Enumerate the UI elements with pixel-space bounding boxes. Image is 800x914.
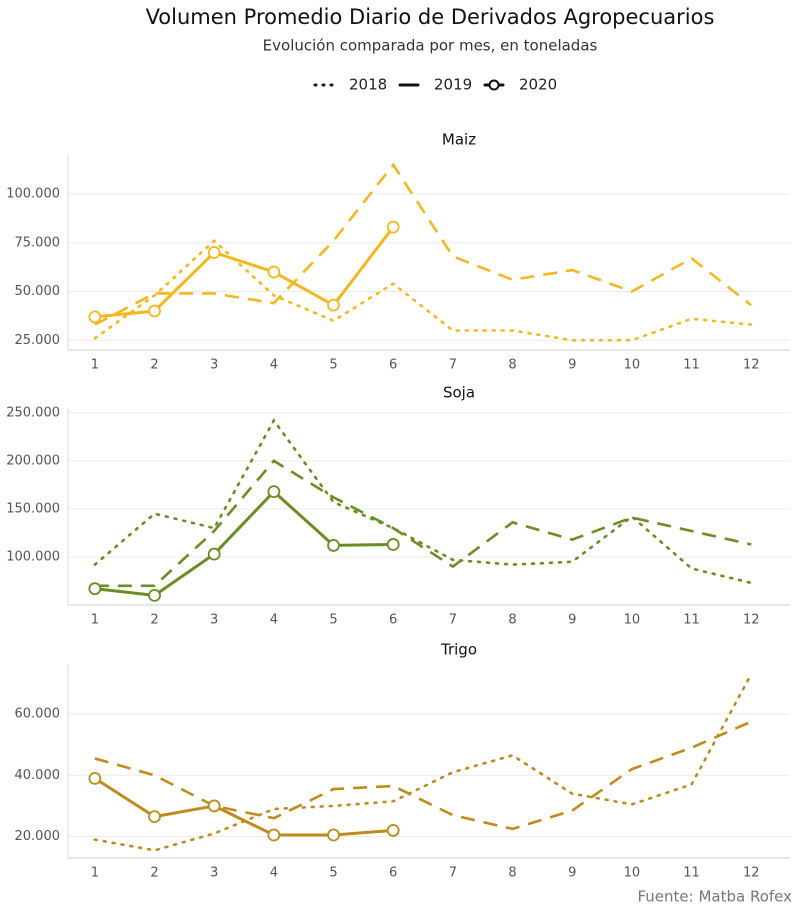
point (207, 246, 221, 259)
point (88, 582, 102, 596)
facet-title: Trigo (440, 641, 477, 659)
y-tick-label: 150.000 (6, 501, 60, 516)
series-line (93, 418, 753, 585)
facet-title: Maiz (442, 131, 476, 149)
x-tick-label: 10 (624, 613, 641, 628)
x-tick-label: 11 (683, 866, 700, 881)
point (327, 539, 340, 552)
point (88, 771, 102, 785)
x-tick-label: 6 (389, 613, 397, 628)
legend-label: 2019 (434, 76, 472, 94)
x-tick-label: 12 (743, 358, 760, 373)
x-tick-label: 12 (743, 613, 760, 628)
x-tick-label: 6 (389, 358, 397, 373)
x-tick-label: 9 (568, 866, 576, 881)
chart-subtitle: Evolución comparada por mes, en tonelada… (263, 37, 598, 55)
x-tick-label: 5 (329, 358, 337, 373)
x-tick-label: 2 (150, 866, 158, 881)
x-tick-label: 10 (624, 866, 641, 881)
x-tick-label: 7 (449, 358, 457, 373)
y-tick-label: 75.000 (15, 235, 61, 250)
x-tick-label: 12 (743, 866, 760, 881)
series-line (93, 239, 753, 342)
series-line (94, 459, 752, 588)
x-tick-label: 11 (683, 613, 700, 628)
x-tick-label: 1 (91, 866, 99, 881)
x-tick-label: 8 (508, 613, 516, 628)
y-tick-label: 20.000 (15, 829, 61, 844)
x-tick-label: 8 (508, 866, 516, 881)
series-line (93, 672, 753, 852)
x-tick-label: 5 (329, 613, 337, 628)
x-tick-label: 3 (210, 358, 218, 373)
x-tick-label: 11 (683, 358, 700, 373)
point (267, 828, 281, 842)
x-tick-label: 2 (150, 358, 158, 373)
x-tick-label: 1 (91, 358, 99, 373)
point (267, 485, 281, 499)
series-line (94, 226, 395, 319)
x-tick-label: 3 (210, 866, 218, 881)
legend-label: 2020 (519, 76, 557, 94)
x-tick-label: 7 (449, 613, 457, 628)
point (148, 810, 161, 824)
point (386, 538, 400, 551)
y-tick-label: 40.000 (15, 768, 61, 783)
facet-title: Soja (443, 384, 475, 402)
x-tick-label: 2 (150, 613, 158, 628)
y-tick-label: 200.000 (6, 453, 60, 468)
legend-marker (488, 79, 500, 91)
point (148, 588, 161, 602)
x-tick-label: 8 (508, 358, 516, 373)
y-tick-label: 100.000 (6, 187, 60, 202)
series-line (94, 162, 753, 326)
x-tick-label: 6 (389, 866, 397, 881)
x-tick-label: 5 (329, 866, 337, 881)
chart-title: Volumen Promedio Diario de Derivados Agr… (146, 5, 715, 29)
x-tick-label: 10 (624, 358, 641, 373)
point (207, 799, 221, 813)
x-tick-label: 4 (270, 358, 278, 373)
legend-label: 2018 (349, 76, 387, 94)
point (207, 547, 221, 561)
x-tick-label: 4 (270, 613, 278, 628)
series-line (94, 720, 752, 831)
point (386, 824, 400, 837)
y-tick-label: 100.000 (6, 549, 60, 564)
x-tick-label: 9 (568, 358, 576, 373)
x-tick-label: 9 (568, 613, 576, 628)
y-tick-label: 50.000 (15, 284, 61, 299)
series-line (94, 489, 394, 597)
x-tick-label: 1 (91, 613, 99, 628)
series-line (94, 777, 394, 837)
point (327, 828, 340, 842)
y-tick-label: 25.000 (15, 333, 61, 348)
point (386, 220, 400, 234)
x-tick-label: 3 (210, 613, 218, 628)
y-tick-label: 250.000 (6, 405, 60, 420)
caption: Fuente: Matba Rofex (637, 888, 792, 906)
x-tick-label: 4 (270, 866, 278, 881)
point (267, 265, 281, 279)
point (148, 304, 161, 318)
point (327, 298, 340, 312)
x-tick-label: 7 (449, 866, 457, 881)
y-tick-label: 60.000 (15, 707, 61, 722)
point (88, 310, 102, 324)
